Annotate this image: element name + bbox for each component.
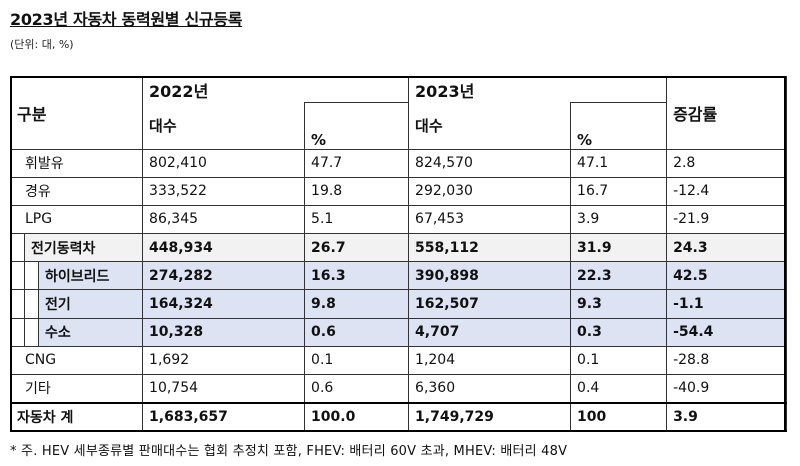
pct-2023: 31.9 <box>570 233 668 263</box>
table-row: 전기동력차 448,934 26.7 558,112 31.9 24.3 <box>10 233 788 263</box>
growth-rate: -1.1 <box>666 289 788 319</box>
unit-note: (단위: 대, %) <box>10 38 74 51</box>
count-2023: 558,112 <box>408 233 572 263</box>
count-2023: 1,204 <box>408 345 572 376</box>
growth-rate: -54.4 <box>666 317 788 347</box>
header-pct-2022: % <box>304 102 410 150</box>
count-2022: 86,345 <box>142 204 306 235</box>
count-2022: 1,683,657 <box>142 401 306 433</box>
pct-2022: 100.0 <box>304 401 410 433</box>
count-2022: 164,324 <box>142 289 306 319</box>
indent-cell <box>10 289 25 319</box>
indent-cell <box>24 261 39 291</box>
growth-rate: -40.9 <box>666 373 788 404</box>
pct-2023: 0.1 <box>570 345 668 376</box>
table-row: 자동차 계 1,683,657 100.0 1,749,729 100 3.9 <box>9 401 788 433</box>
row-label: 휘발유 <box>9 148 144 178</box>
table-row: LPG 86,345 5.1 67,453 3.9 -21.9 <box>9 204 788 235</box>
pct-2022: 26.7 <box>304 233 410 263</box>
pct-2022: 47.7 <box>304 148 410 178</box>
table-row: 기타 10,754 0.6 6,360 0.4 -40.9 <box>9 373 788 404</box>
pct-2022: 16.3 <box>304 261 410 291</box>
count-2023: 390,898 <box>408 261 572 291</box>
growth-rate: 24.3 <box>666 233 788 263</box>
growth-rate: 3.9 <box>666 401 788 433</box>
count-2022: 333,522 <box>142 176 306 206</box>
count-2022: 274,282 <box>142 261 306 291</box>
pct-2022: 0.6 <box>304 317 410 347</box>
row-label: 기타 <box>9 373 144 404</box>
table-row: 수소 10,328 0.6 4,707 0.3 -54.4 <box>10 317 788 347</box>
row-label: 수소 <box>37 317 144 347</box>
pct-2023: 3.9 <box>570 204 668 235</box>
growth-rate: 42.5 <box>666 261 788 291</box>
indent-cell <box>24 289 39 319</box>
row-label: 하이브리드 <box>37 261 144 291</box>
pct-2022: 9.8 <box>304 289 410 319</box>
header-count-2023: 대수 <box>408 102 572 150</box>
growth-rate: 2.8 <box>666 148 788 178</box>
pct-2023: 22.3 <box>570 261 668 291</box>
count-2022: 448,934 <box>142 233 306 263</box>
count-2023: 292,030 <box>408 176 572 206</box>
table-row: CNG 1,692 0.1 1,204 0.1 -28.8 <box>9 345 788 376</box>
growth-rate: -21.9 <box>666 204 788 235</box>
count-2022: 10,328 <box>142 317 306 347</box>
footnote: * 주. HEV 세부종류별 판매대수는 협회 추정치 포함, FHEV: 배터… <box>10 444 568 459</box>
pct-2022: 0.1 <box>304 345 410 376</box>
table-row: 경유 333,522 19.8 292,030 16.7 -12.4 <box>9 176 788 206</box>
header-row-years: 구분 2022년 2023년 증감률 <box>9 75 788 150</box>
row-label: 경유 <box>9 176 144 206</box>
header-count-2022: 대수 <box>142 102 306 150</box>
table-row: 전기 164,324 9.8 162,507 9.3 -1.1 <box>10 289 788 319</box>
pct-2023: 0.3 <box>570 317 668 347</box>
indent-cell <box>10 317 25 347</box>
row-label: 전기동력차 <box>23 233 144 263</box>
row-label: 전기 <box>37 289 144 319</box>
count-2023: 162,507 <box>408 289 572 319</box>
count-2023: 4,707 <box>408 317 572 347</box>
header-category: 구분 <box>9 76 144 150</box>
count-2022: 10,754 <box>142 373 306 404</box>
growth-rate: -12.4 <box>666 176 788 206</box>
count-2023: 1,749,729 <box>408 401 572 433</box>
registration-table: 구분 2022년 2023년 증감률 대수 % 대수 % 휘발유 802,410 4… <box>9 75 788 433</box>
count-2022: 802,410 <box>142 148 306 178</box>
pct-2023: 47.1 <box>570 148 668 178</box>
pct-2022: 19.8 <box>304 176 410 206</box>
pct-2023: 16.7 <box>570 176 668 206</box>
pct-2022: 5.1 <box>304 204 410 235</box>
header-growth: 증감률 <box>666 76 788 150</box>
count-2023: 6,360 <box>408 373 572 404</box>
pct-2023: 100 <box>570 401 668 433</box>
row-label: LPG <box>9 204 144 235</box>
header-year-2022: 2022년 <box>142 75 410 103</box>
header-year-2023: 2023년 <box>408 75 668 103</box>
table-body: 휘발유 802,410 47.7 824,570 47.1 2.8 경유 333,522 19.… <box>9 148 788 433</box>
row-label: CNG <box>9 345 144 376</box>
count-2023: 824,570 <box>408 148 572 178</box>
row-label: 자동차 계 <box>9 401 144 433</box>
table-row: 휘발유 802,410 47.7 824,570 47.1 2.8 <box>9 148 788 178</box>
indent-cell <box>10 261 25 291</box>
header-row-fields: 대수 % 대수 % <box>11 102 787 150</box>
indent-cell <box>24 317 39 347</box>
table-row: 하이브리드 274,282 16.3 390,898 22.3 42.5 <box>10 261 788 291</box>
page-title: 2023년 자동차 동력원별 신규등록 <box>10 10 243 29</box>
pct-2022: 0.6 <box>304 373 410 404</box>
growth-rate: -28.8 <box>666 345 788 376</box>
count-2022: 1,692 <box>142 345 306 376</box>
pct-2023: 9.3 <box>570 289 668 319</box>
pct-2023: 0.4 <box>570 373 668 404</box>
indent-cell <box>10 233 25 263</box>
header-pct-2023: % <box>570 102 668 150</box>
count-2023: 67,453 <box>408 204 572 235</box>
